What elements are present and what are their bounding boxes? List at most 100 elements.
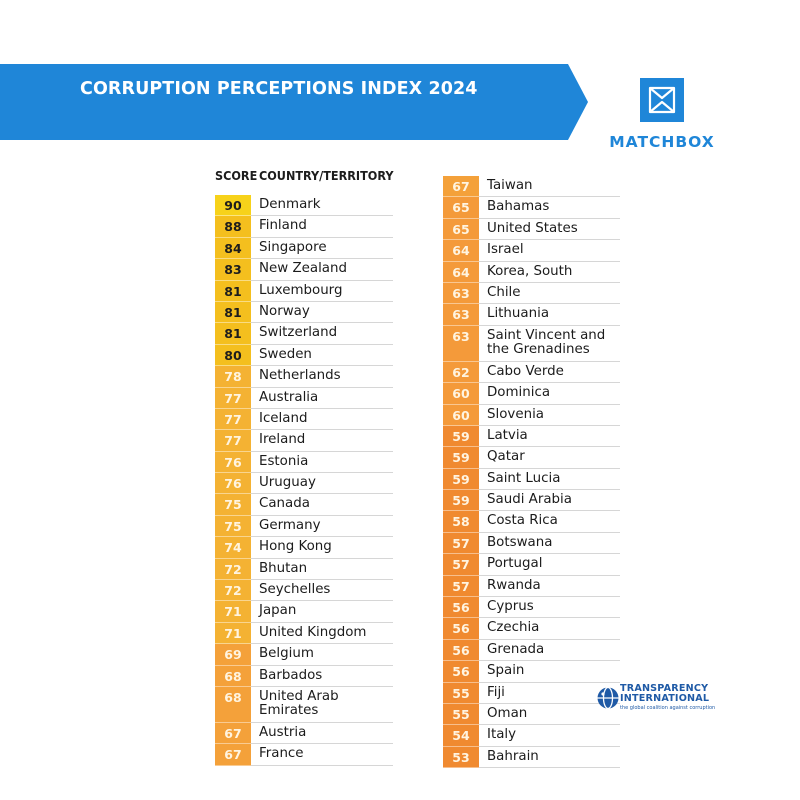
table-row: 58 Costa Rica <box>443 511 620 533</box>
score-cell: 63 <box>443 304 479 326</box>
country-cell: France <box>251 744 393 766</box>
score-cell: 57 <box>443 532 479 555</box>
score-cell: 81 <box>215 323 251 345</box>
score-cell: 71 <box>215 601 251 623</box>
score-cell: 67 <box>215 722 251 745</box>
table-row: 56 Cyprus <box>443 597 620 619</box>
table-row: 81 Luxembourg <box>215 280 393 302</box>
table-row: 80 Sweden <box>215 344 393 367</box>
table-row: 76 Uruguay <box>215 473 393 495</box>
country-cell: Austria <box>251 723 393 745</box>
country-cell: Grenada <box>479 640 620 662</box>
country-cell: Israel <box>479 240 620 262</box>
table-row: 72 Bhutan <box>215 558 393 581</box>
score-cell: 77 <box>215 430 251 452</box>
country-cell: Fiji <box>479 683 620 704</box>
score-cell: 64 <box>443 261 479 283</box>
table-row: 71 Japan <box>215 601 393 623</box>
country-cell: Estonia <box>251 452 393 474</box>
country-cell: Qatar <box>479 447 620 469</box>
country-cell: Finland <box>251 216 393 238</box>
score-cell: 65 <box>443 218 479 241</box>
score-cell: 67 <box>215 744 251 766</box>
score-cell: 74 <box>215 537 251 559</box>
country-cell: Saudi Arabia <box>479 490 620 512</box>
score-cell: 84 <box>215 237 251 260</box>
country-cell: United Arab Emirates <box>251 687 393 723</box>
transparency-international-logo: TRANSPARENCY INTERNATIONAL the global co… <box>596 684 720 714</box>
table-row: 56 Grenada <box>443 639 620 662</box>
score-cell: 57 <box>443 575 479 598</box>
country-cell: Saint Lucia <box>479 469 620 491</box>
score-cell: 88 <box>215 216 251 238</box>
table-rows-left: 90 Denmark 88 Finland 84 Singapore 83 New Zeala… <box>215 195 393 766</box>
score-cell: 76 <box>215 451 251 474</box>
table-row: 63 Chile <box>443 282 620 305</box>
country-cell: Italy <box>479 725 620 747</box>
country-cell: Netherlands <box>251 366 393 388</box>
table-row: 57 Portugal <box>443 554 620 576</box>
country-cell: New Zealand <box>251 259 393 281</box>
score-cell: 59 <box>443 425 479 448</box>
score-cell: 83 <box>215 259 251 281</box>
table-rows-right: 67 Taiwan 65 Bahamas 65 United States 64 Israel… <box>443 176 620 769</box>
title-banner: CORRUPTION PERCEPTIONS INDEX 2024 <box>0 64 588 140</box>
score-cell: 80 <box>215 344 251 367</box>
matchbox-logo-icon <box>640 78 684 122</box>
table-row: 68 Barbados <box>215 665 393 687</box>
table-row: 75 Germany <box>215 515 393 538</box>
table-row: 77 Ireland <box>215 430 393 452</box>
country-cell: Portugal <box>479 554 620 576</box>
table-row: 74 Hong Kong <box>215 537 393 559</box>
country-cell: Slovenia <box>479 405 620 426</box>
country-cell: Sweden <box>251 345 393 367</box>
score-cell: 71 <box>215 622 251 645</box>
table-row: 62 Cabo Verde <box>443 361 620 384</box>
country-cell: Saint Vincent and the Grenadines <box>479 326 620 362</box>
table-row: 64 Korea, South <box>443 261 620 283</box>
country-cell: Bahamas <box>479 197 620 219</box>
country-cell: Singapore <box>251 238 393 260</box>
country-cell: Costa Rica <box>479 511 620 533</box>
score-cell: 77 <box>215 408 251 431</box>
table-row: 57 Rwanda <box>443 575 620 598</box>
country-cell: Canada <box>251 494 393 516</box>
matchbox-brand: MATCHBOX <box>600 78 724 152</box>
country-cell: Bahrain <box>479 747 620 769</box>
table-row: 55 Oman <box>443 703 620 726</box>
score-cell: 59 <box>443 468 479 491</box>
country-cell: Rwanda <box>479 576 620 598</box>
score-cell: 58 <box>443 511 479 533</box>
partner-tagline: the global coalition against corruption <box>620 705 716 711</box>
table-row: 67 France <box>215 744 393 766</box>
score-cell: 78 <box>215 366 251 388</box>
country-cell: Denmark <box>251 195 393 217</box>
country-cell: Australia <box>251 388 393 409</box>
table-row: 72 Seychelles <box>215 580 393 602</box>
table-row: 56 Czechia <box>443 618 620 640</box>
score-cell: 90 <box>215 195 251 217</box>
score-cell: 60 <box>443 383 479 405</box>
country-cell: Uruguay <box>251 473 393 495</box>
table-row: 67 Austria <box>215 722 393 745</box>
matchbox-wordmark: MATCHBOX <box>609 133 715 151</box>
table-row: 57 Botswana <box>443 532 620 555</box>
score-cell: 75 <box>215 494 251 516</box>
table-row: 77 Iceland <box>215 408 393 431</box>
score-cell: 56 <box>443 618 479 640</box>
table-row: 76 Estonia <box>215 451 393 474</box>
table-row: 83 New Zealand <box>215 259 393 281</box>
country-cell: United States <box>479 219 620 241</box>
table-row: 84 Singapore <box>215 237 393 260</box>
table-row: 78 Netherlands <box>215 366 393 388</box>
table-row: 59 Qatar <box>443 447 620 469</box>
globe-logo-icon <box>597 686 619 710</box>
country-cell: Chile <box>479 283 620 305</box>
score-cell: 81 <box>215 280 251 302</box>
table-row: 59 Saint Lucia <box>443 468 620 491</box>
score-cell: 56 <box>443 639 479 662</box>
table-row: 71 United Kingdom <box>215 622 393 645</box>
country-cell: Luxembourg <box>251 281 393 302</box>
score-cell: 56 <box>443 597 479 619</box>
score-cell: 64 <box>443 240 479 262</box>
